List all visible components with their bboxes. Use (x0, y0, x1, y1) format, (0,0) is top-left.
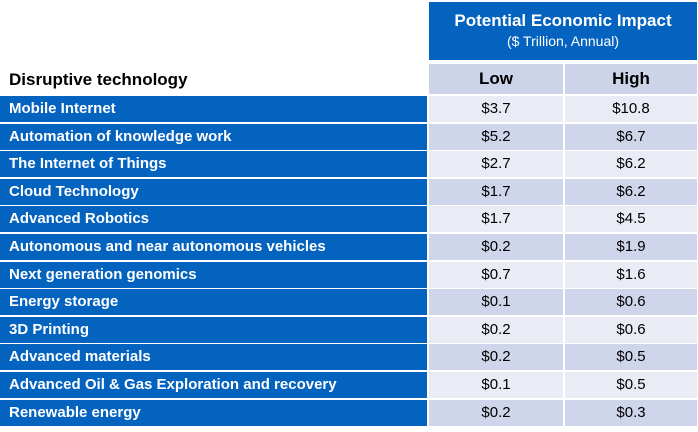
technology-name: 3D Printing (0, 316, 427, 343)
high-value: $0.5 (565, 344, 697, 371)
low-value: $1.7 (429, 178, 563, 205)
low-value: $5.2 (429, 123, 563, 150)
technology-name: Advanced materials (0, 344, 427, 371)
low-column-header: Low (429, 64, 563, 94)
high-value: $1.6 (565, 261, 697, 288)
low-value: $0.2 (429, 234, 563, 260)
high-value: $0.6 (565, 316, 697, 343)
technology-name: Next generation genomics (0, 261, 427, 288)
impact-header: Potential Economic Impact ($ Trillion, A… (429, 2, 697, 60)
table-row: Mobile Internet $3.7 $10.8 (0, 96, 698, 122)
low-value: $0.2 (429, 344, 563, 371)
technology-name: Energy storage (0, 289, 427, 316)
table-row: Advanced materials $0.2 $0.5 (0, 344, 698, 371)
table-row: The Internet of Things $2.7 $6.2 (0, 151, 698, 178)
high-value: $0.3 (565, 399, 697, 426)
technology-name: Automation of knowledge work (0, 123, 427, 150)
high-value: $10.8 (565, 96, 697, 122)
high-value: $4.5 (565, 206, 697, 233)
table-row: Advanced Oil & Gas Exploration and recov… (0, 372, 698, 398)
low-value: $0.2 (429, 316, 563, 343)
technology-name: Advanced Oil & Gas Exploration and recov… (0, 372, 427, 398)
table-row: 3D Printing $0.2 $0.6 (0, 316, 698, 343)
technology-name: Cloud Technology (0, 178, 427, 205)
low-value: $0.2 (429, 399, 563, 426)
low-value: $0.1 (429, 372, 563, 398)
high-value: $6.2 (565, 151, 697, 178)
technology-column-header: Disruptive technology (9, 70, 188, 89)
table-row: Energy storage $0.1 $0.6 (0, 289, 698, 316)
table-row: Renewable energy $0.2 $0.3 (0, 399, 698, 426)
high-value: $0.6 (565, 289, 697, 316)
table-row: Next generation genomics $0.7 $1.6 (0, 261, 698, 288)
impact-title: Potential Economic Impact (454, 11, 672, 30)
high-value: $6.2 (565, 178, 697, 205)
low-value: $0.1 (429, 289, 563, 316)
table-row: Cloud Technology $1.7 $6.2 (0, 178, 698, 205)
table-row: Autonomous and near autonomous vehicles $… (0, 234, 698, 260)
technology-name: Autonomous and near autonomous vehicles (0, 234, 427, 260)
high-value: $0.5 (565, 372, 697, 398)
technology-name: Advanced Robotics (0, 206, 427, 233)
technology-name: Mobile Internet (0, 96, 427, 122)
low-value: $1.7 (429, 206, 563, 233)
low-value: $0.7 (429, 261, 563, 288)
technology-name: Renewable energy (0, 399, 427, 426)
low-value: $2.7 (429, 151, 563, 178)
table-row: Advanced Robotics $1.7 $4.5 (0, 206, 698, 233)
high-value: $1.9 (565, 234, 697, 260)
technology-name: The Internet of Things (0, 151, 427, 178)
high-column-header: High (565, 64, 697, 94)
low-value: $3.7 (429, 96, 563, 122)
table-row: Automation of knowledge work $5.2 $6.7 (0, 123, 698, 150)
high-value: $6.7 (565, 123, 697, 150)
impact-subtitle: ($ Trillion, Annual) (506, 33, 620, 49)
